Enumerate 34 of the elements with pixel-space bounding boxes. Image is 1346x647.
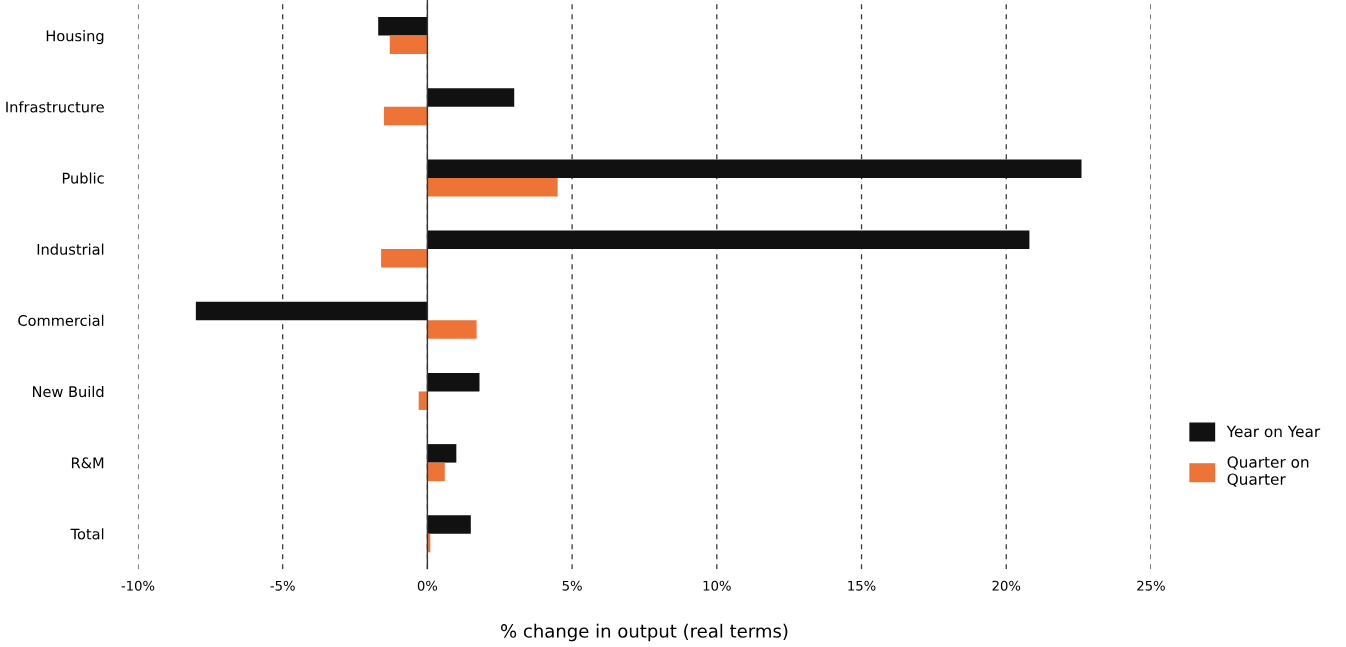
bar	[427, 444, 457, 463]
x-tick-label: 5%	[562, 580, 582, 591]
bar	[381, 249, 428, 268]
bar	[427, 177, 558, 197]
x-tick-label: 0%	[417, 580, 438, 591]
x-tick-label: 15%	[848, 580, 876, 591]
bar	[427, 372, 480, 392]
y-tick-label: Infrastructure	[6, 101, 104, 113]
bar	[195, 301, 428, 321]
y-tick-label: Commercial	[18, 314, 104, 327]
bar	[427, 320, 477, 339]
x-tick-label: 10%	[703, 580, 731, 591]
x-tick-label: -10%	[121, 580, 155, 591]
bar	[378, 17, 428, 36]
x-tick-label: 25%	[1137, 580, 1165, 591]
bar	[427, 230, 1030, 250]
bar	[427, 88, 515, 107]
bar	[427, 462, 445, 482]
legend-label: Quarter on Quarter	[1227, 456, 1309, 487]
legend-label: Year on Year	[1226, 425, 1321, 438]
x-tick-label: -5%	[270, 580, 295, 591]
y-tick-label: Public	[62, 172, 104, 184]
y-tick-label: Industrial	[37, 243, 104, 255]
x-axis-title: % change in output (real terms)	[501, 623, 788, 642]
y-tick-label: Total	[70, 528, 104, 540]
bar	[418, 391, 428, 410]
bar	[427, 515, 471, 534]
bar	[383, 106, 428, 126]
y-tick-label: Housing	[46, 30, 104, 45]
y-tick-label: New Build	[33, 385, 104, 398]
y-tick-label: R&M	[71, 457, 104, 469]
x-tick-label: 20%	[992, 580, 1021, 591]
bar	[389, 35, 428, 55]
bar	[427, 159, 1082, 178]
